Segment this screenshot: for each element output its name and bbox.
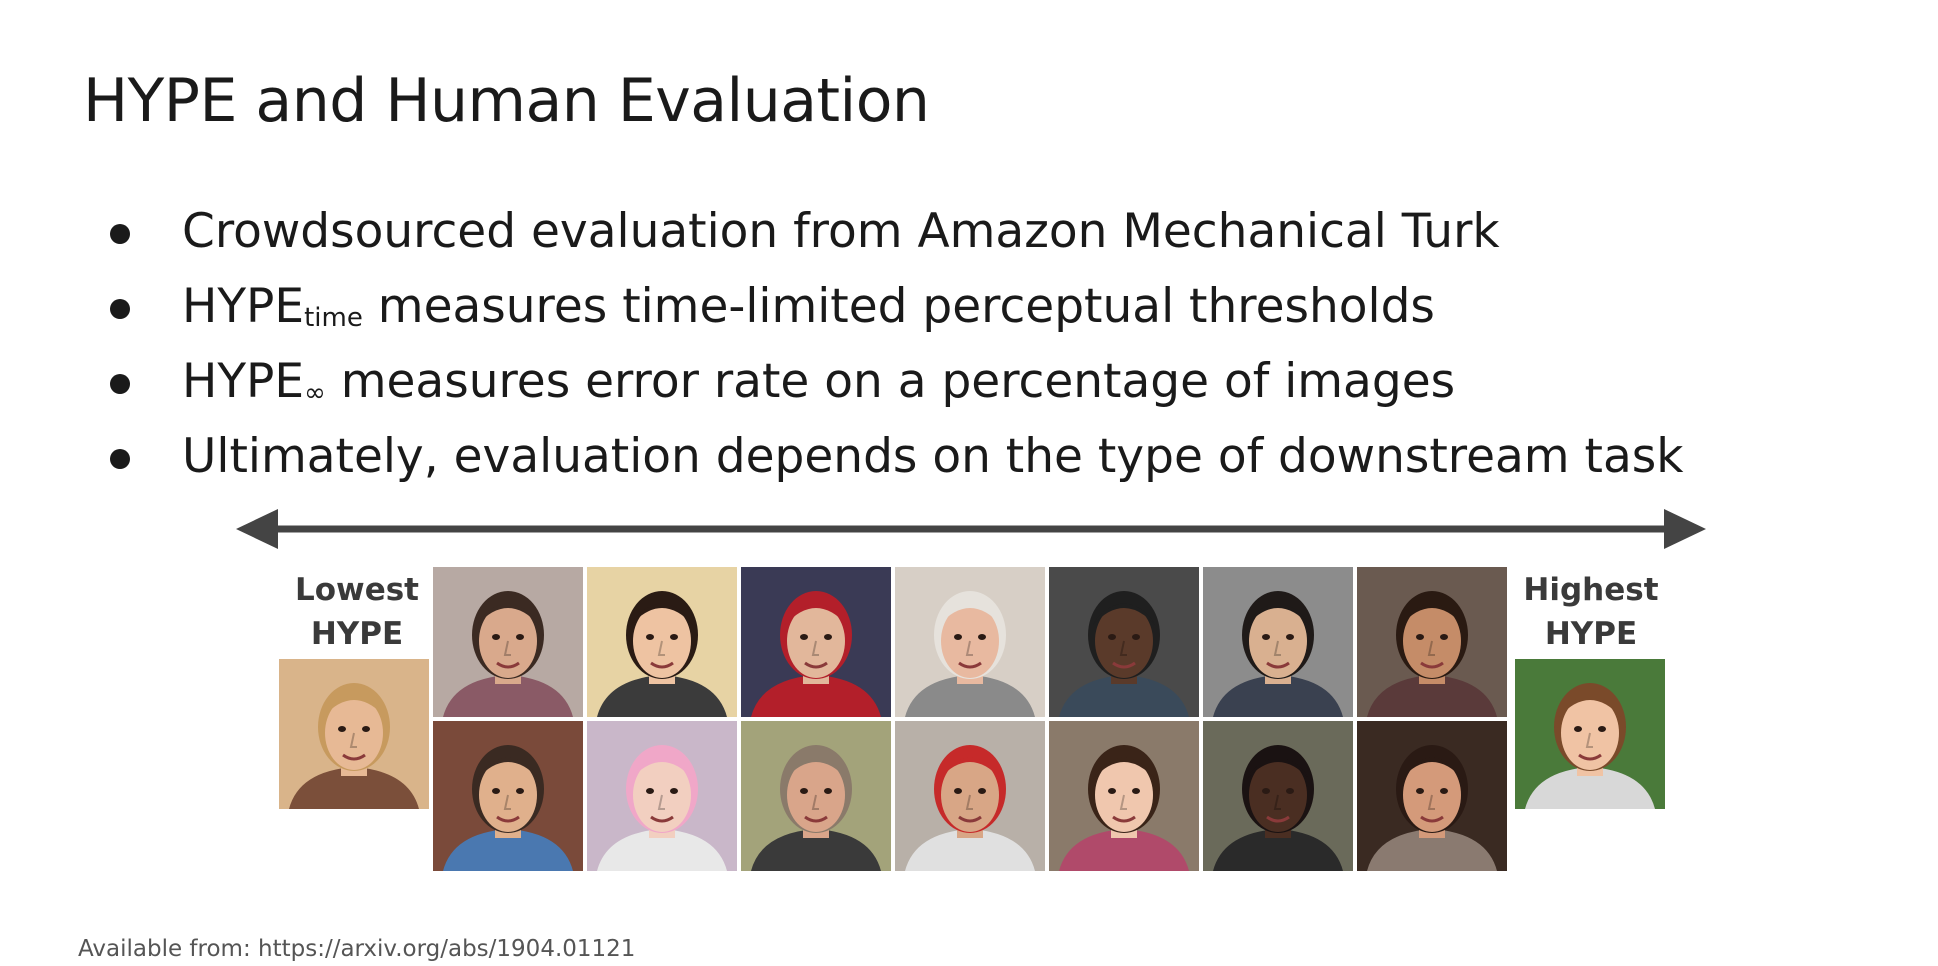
face-portrait <box>1357 721 1507 871</box>
lowest-hype-label: Lowest HYPE <box>282 568 432 656</box>
face-r2-c1 <box>433 721 583 871</box>
lowest-label-line2: HYPE <box>310 616 404 652</box>
face-portrait <box>1049 721 1199 871</box>
highest-label-line2: HYPE <box>1544 616 1638 652</box>
face-portrait <box>1357 567 1507 717</box>
bullet-item: Ultimately, evaluation depends on the ty… <box>110 427 1683 502</box>
highest-label-line1: Highest <box>1523 572 1659 608</box>
bullet-prefix: HYPE <box>182 279 305 334</box>
face-r1-c5 <box>1049 567 1199 717</box>
face-portrait <box>1049 567 1199 717</box>
face-r2-c2 <box>587 721 737 871</box>
highest-hype-label: Highest HYPE <box>1508 568 1674 656</box>
bullet-dot-icon <box>110 374 130 394</box>
face-portrait <box>1203 721 1353 871</box>
face-portrait <box>279 659 429 809</box>
face-portrait <box>1203 567 1353 717</box>
bullet-text: measures error rate on a percentage of i… <box>325 354 1456 409</box>
double-arrow-icon <box>236 509 1706 549</box>
source-footnote: Available from: https://arxiv.org/abs/19… <box>78 936 636 962</box>
face-r1-c1 <box>433 567 583 717</box>
face-r1-c3 <box>741 567 891 717</box>
face-r1-c4 <box>895 567 1045 717</box>
face-portrait <box>895 567 1045 717</box>
face-r2-c6 <box>1203 721 1353 871</box>
lowest-label-line1: Lowest <box>295 572 419 608</box>
face-portrait <box>433 567 583 717</box>
bullet-prefix: HYPE <box>182 354 305 409</box>
bullet-item: Crowdsourced evaluation from Amazon Mech… <box>110 202 1683 277</box>
bullet-subscript: time <box>304 303 363 333</box>
bullet-item: HYPE∞ measures error rate on a percentag… <box>110 352 1683 427</box>
bullet-dot-icon <box>110 224 130 244</box>
bullet-text: Crowdsourced evaluation from Amazon Mech… <box>182 204 1500 259</box>
bullet-item: HYPEtime measures time-limited perceptua… <box>110 277 1683 352</box>
face-r2-c5 <box>1049 721 1199 871</box>
face-r1-c7 <box>1357 567 1507 717</box>
face-portrait <box>587 721 737 871</box>
face-lowest <box>279 659 429 809</box>
bullet-text: measures time-limited perceptual thresho… <box>362 279 1435 334</box>
face-portrait <box>587 567 737 717</box>
face-r1-c6 <box>1203 567 1353 717</box>
face-portrait <box>1515 659 1665 809</box>
face-r2-c3 <box>741 721 891 871</box>
face-r2-c4 <box>895 721 1045 871</box>
face-r1-c2 <box>587 567 737 717</box>
face-portrait <box>741 721 891 871</box>
bullet-dot-icon <box>110 449 130 469</box>
slide-title: HYPE and Human Evaluation <box>83 66 930 136</box>
face-highest <box>1515 659 1665 809</box>
face-portrait <box>895 721 1045 871</box>
bullet-subscript: ∞ <box>304 378 326 408</box>
bullet-list: Crowdsourced evaluation from Amazon Mech… <box>110 202 1683 502</box>
face-r2-c7 <box>1357 721 1507 871</box>
bullet-dot-icon <box>110 299 130 319</box>
face-portrait <box>741 567 891 717</box>
bullet-text: Ultimately, evaluation depends on the ty… <box>182 429 1684 484</box>
face-portrait <box>433 721 583 871</box>
